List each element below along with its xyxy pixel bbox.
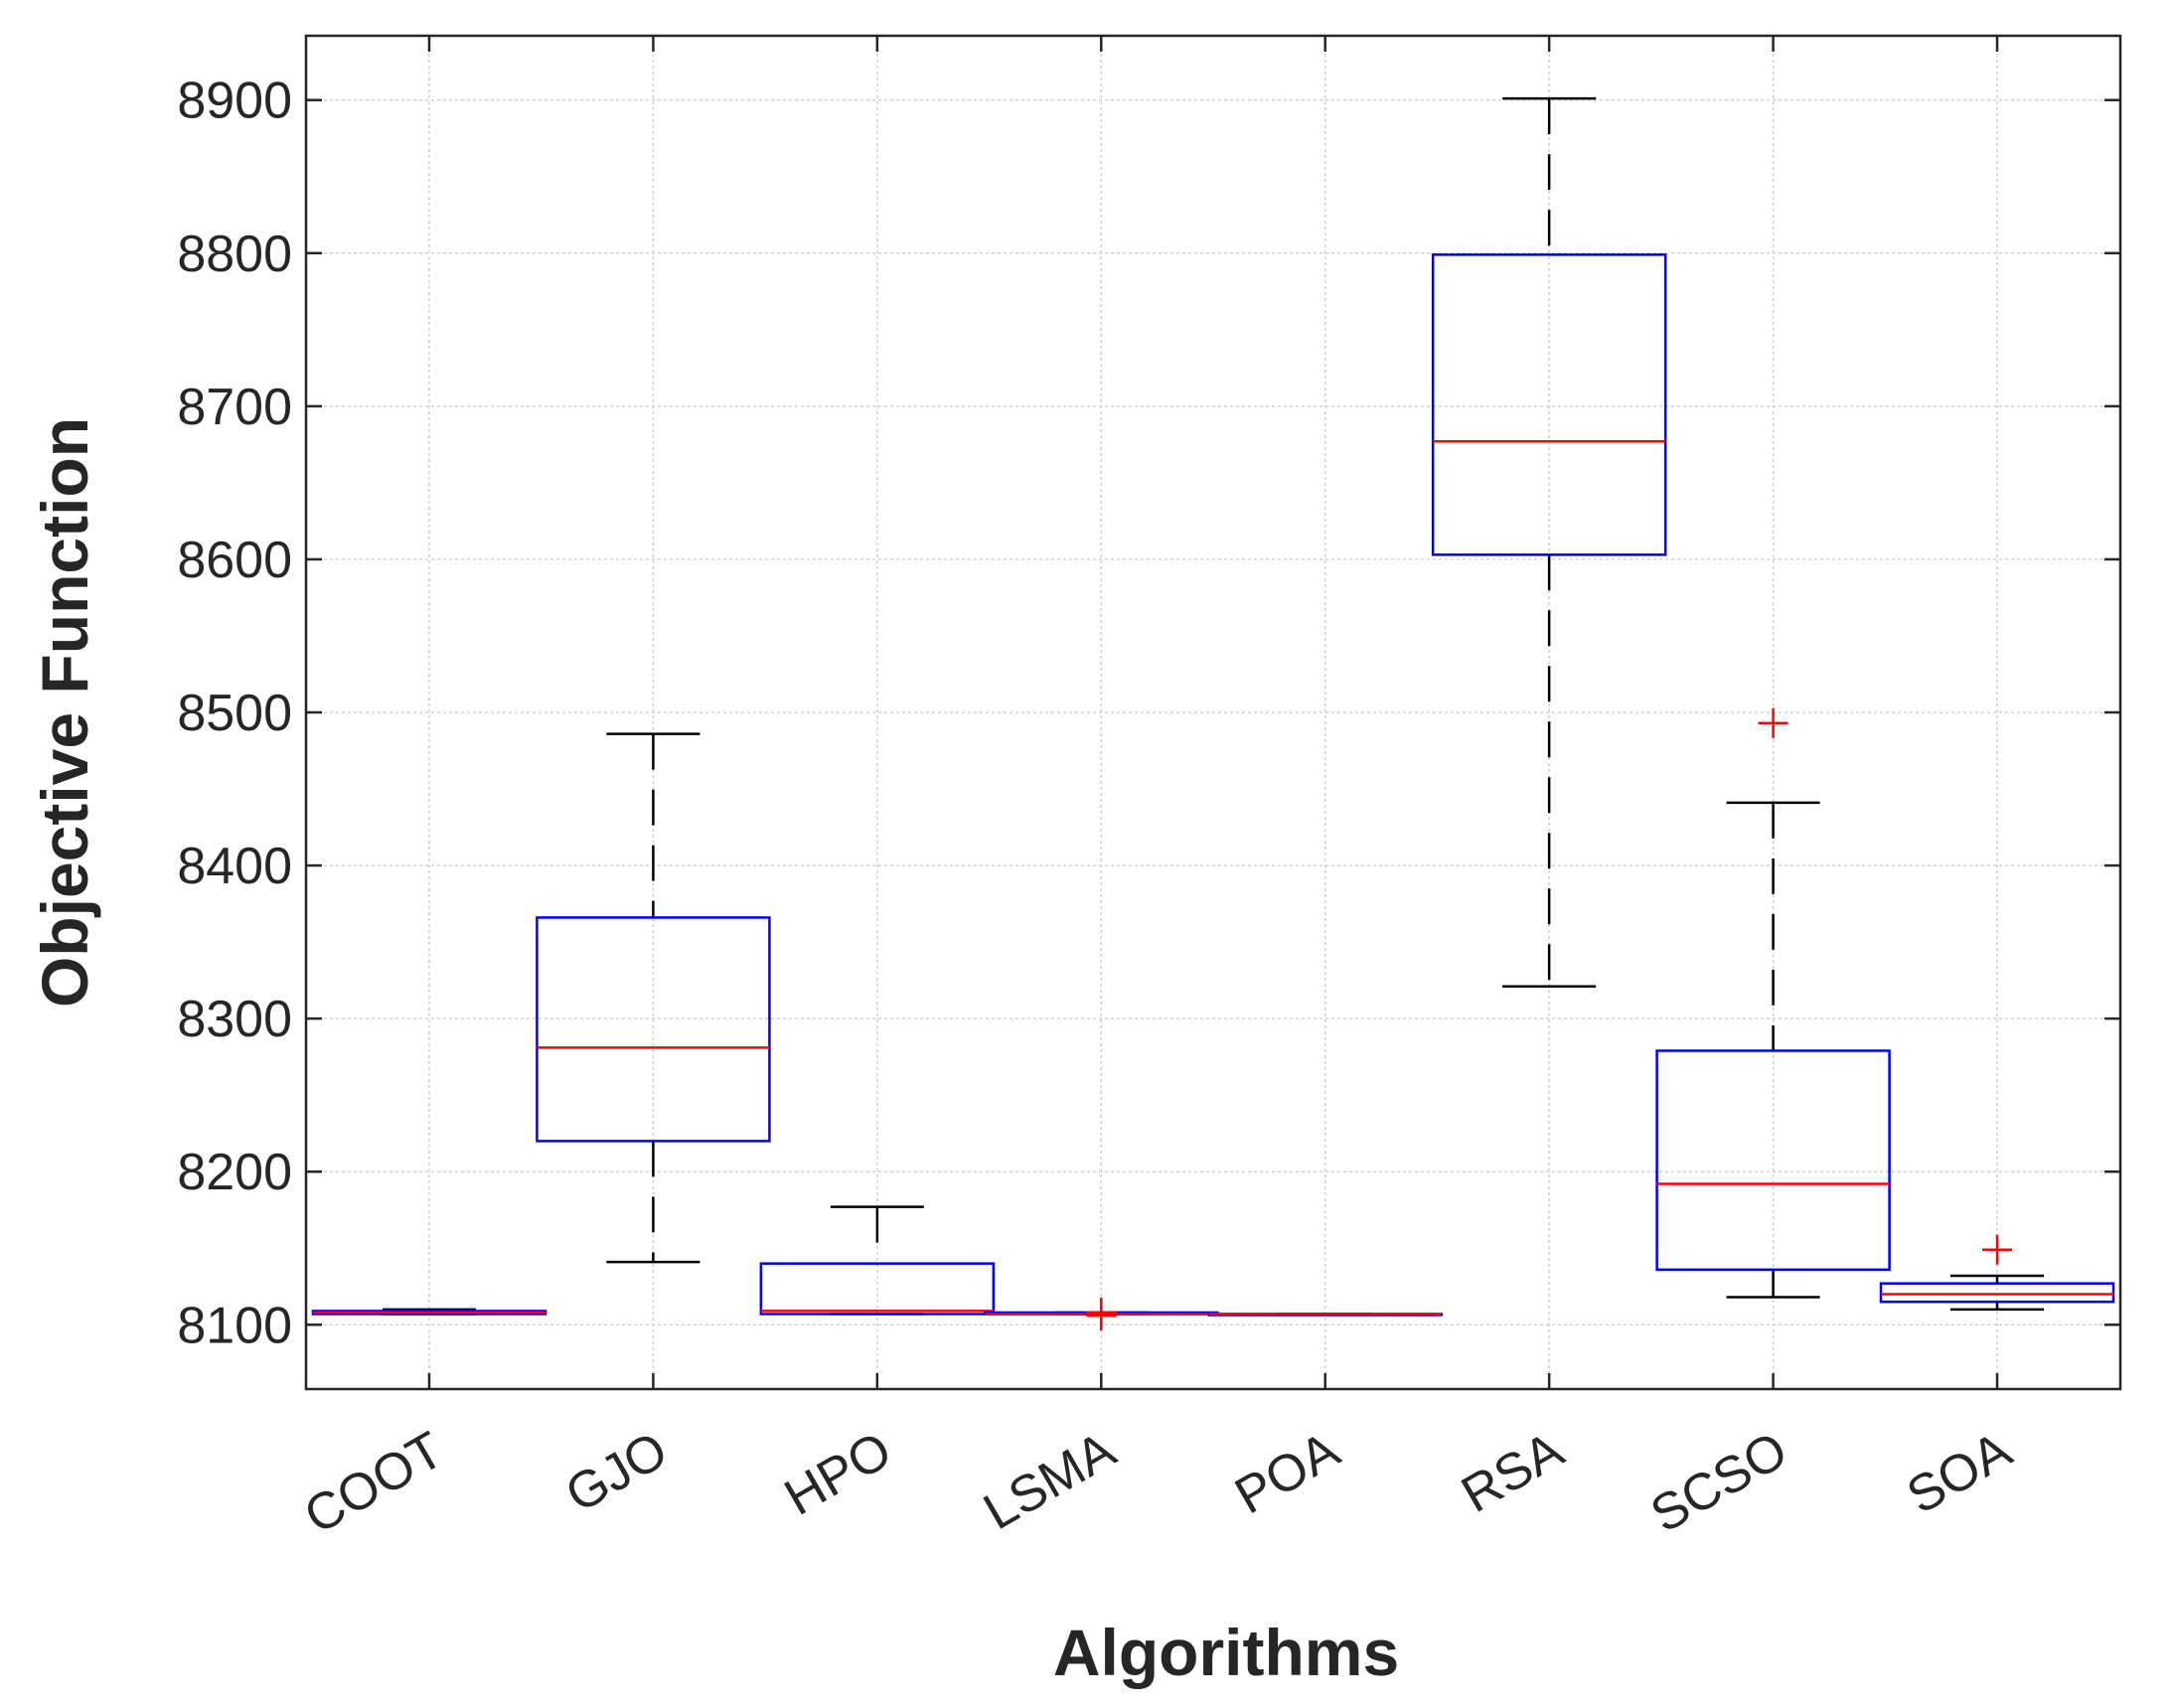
iqr-box (536, 916, 771, 1143)
iqr-box (1655, 1049, 1891, 1272)
box-group-rsa (1431, 96, 1667, 989)
outlier-marker (1982, 1234, 2013, 1265)
box-group-coot (311, 1308, 547, 1316)
y-axis-title: Objective Function (28, 417, 101, 1008)
iqr-box (759, 1262, 996, 1316)
box-group-poa (1207, 1313, 1443, 1317)
iqr-box (1431, 253, 1667, 556)
y-tick-label: 8800 (177, 226, 292, 283)
y-tick-label: 8500 (177, 685, 292, 742)
box-series (311, 96, 2115, 1331)
y-tick-label: 8100 (177, 1297, 292, 1354)
box-group-gjo (536, 732, 771, 1264)
x-axis-title: Algorithms (1053, 1616, 1399, 1689)
y-tick-label: 8600 (177, 532, 292, 589)
y-tick-label: 8300 (177, 991, 292, 1048)
y-tick-label: 8700 (177, 379, 292, 436)
outlier-marker (1758, 707, 1788, 738)
y-tick-label: 8200 (177, 1144, 292, 1201)
y-tick-label: 8400 (177, 838, 292, 895)
y-tick-label: 8900 (177, 73, 292, 130)
box-group-hpo (759, 1205, 996, 1316)
box-group-soa (1879, 1234, 2115, 1312)
outlier-marker (1086, 1297, 1117, 1327)
box-group-scso (1655, 707, 1891, 1299)
iqr-box (1879, 1282, 2115, 1304)
